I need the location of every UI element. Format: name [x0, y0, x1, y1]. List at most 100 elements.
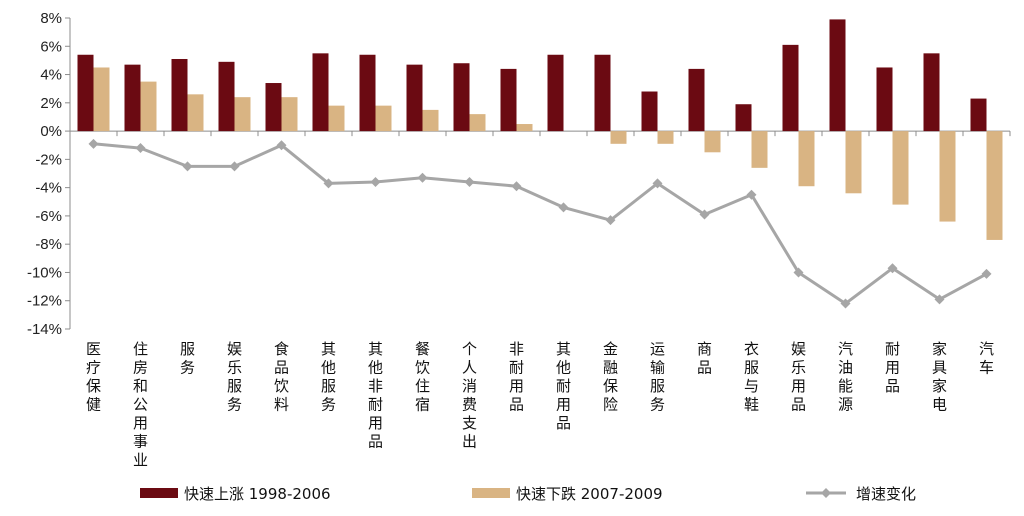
- y-tick-label: 4%: [40, 67, 62, 84]
- bar-fall: [751, 131, 768, 168]
- change-point: [840, 298, 851, 309]
- category-label: 餐饮住宿: [415, 340, 430, 414]
- change-point: [981, 268, 992, 279]
- legend-label-rise: 快速上涨 1998-2006: [184, 485, 331, 503]
- bar-rise: [265, 83, 282, 132]
- bar-rise: [171, 58, 188, 132]
- change-point: [652, 178, 663, 189]
- category-label: 个人消费支出: [462, 340, 477, 451]
- y-tick-label: -2%: [35, 151, 62, 168]
- category-label: 家具家电: [932, 340, 947, 414]
- bar-rise: [782, 44, 799, 132]
- bar-rise: [218, 61, 235, 132]
- bar-fall: [187, 94, 204, 132]
- change-point: [417, 172, 428, 183]
- change-point: [793, 267, 804, 278]
- change-point: [323, 178, 334, 189]
- change-point: [276, 140, 287, 151]
- bar-rise: [829, 19, 846, 132]
- bar-rise: [970, 98, 987, 132]
- category-label: 娱乐服务: [227, 340, 242, 414]
- bar-fall: [422, 109, 439, 132]
- legend-label-change: 增速变化: [856, 485, 916, 503]
- bar-rise: [735, 104, 752, 132]
- bar-rise: [547, 54, 564, 132]
- category-label: 其他非耐用品: [368, 340, 383, 451]
- bar-fall: [234, 97, 251, 132]
- bar-fall: [140, 81, 157, 132]
- bar-fall: [93, 67, 110, 132]
- change-point: [746, 189, 757, 200]
- change-point: [135, 143, 146, 154]
- change-line: [93, 142, 988, 306]
- bar-rise: [406, 64, 423, 132]
- bar-fall: [375, 105, 392, 132]
- category-labels: 医疗保健 住房和公用事业 服务 娱乐服务 食品饮料 其他服务 其他非耐用品 餐饮住宿 个人消费支…: [86, 340, 994, 469]
- bar-rise: [453, 63, 470, 132]
- change-point: [182, 161, 193, 172]
- axis-layer: 8% 6% 4% 2% 0% -2% -4% -6% -8% -10% -12% -14%: [27, 10, 1011, 338]
- y-tick-label: -10%: [27, 264, 62, 281]
- y-tick-label: -12%: [27, 293, 62, 310]
- category-label: 耐用品: [885, 340, 900, 395]
- category-label: 娱乐用品: [791, 340, 806, 414]
- y-tick-label: 0%: [40, 123, 62, 140]
- category-label: 其他服务: [321, 340, 336, 414]
- bars-layer: [77, 19, 1003, 240]
- bar-rise: [688, 68, 705, 132]
- category-label: 医疗保健: [86, 340, 101, 414]
- bar-fall: [657, 131, 674, 144]
- category-label: 服务: [180, 340, 195, 377]
- category-label: 商品: [697, 340, 712, 377]
- change-point: [88, 138, 99, 149]
- y-tick-label: -14%: [27, 321, 62, 338]
- bar-fall: [892, 131, 909, 205]
- bar-fall: [516, 124, 533, 132]
- y-tick-label: 6%: [40, 38, 62, 55]
- category-label: 汽油能源: [838, 340, 853, 414]
- change-point: [699, 209, 710, 220]
- bar-fall: [328, 105, 345, 132]
- category-label: 运输服务: [650, 340, 665, 414]
- bar-fall: [469, 114, 486, 132]
- bar-rise: [500, 68, 517, 132]
- legend-swatch-fall: [472, 488, 510, 498]
- category-label: 其他耐用品: [556, 340, 571, 432]
- bar-rise: [923, 53, 940, 132]
- legend-swatch-rise: [140, 488, 178, 498]
- change-point: [370, 176, 381, 187]
- category-label: 汽车: [979, 340, 994, 377]
- y-tick-label: 2%: [40, 95, 62, 112]
- bar-fall: [845, 131, 862, 194]
- bar-rise: [77, 54, 94, 132]
- change-point: [934, 294, 945, 305]
- bar-fall: [610, 131, 627, 144]
- change-point: [605, 215, 616, 226]
- bar-fall: [704, 131, 721, 153]
- bar-rise: [641, 91, 658, 132]
- bar-rise: [124, 64, 141, 132]
- y-tick-label: -8%: [35, 236, 62, 253]
- y-tick-label: -6%: [35, 208, 62, 225]
- bar-fall: [798, 131, 815, 187]
- category-label: 衣服与鞋: [744, 340, 759, 414]
- change-point: [229, 161, 240, 172]
- change-point: [887, 263, 898, 274]
- legend: 快速上涨 1998-2006 快速下跌 2007-2009 增速变化: [140, 485, 916, 503]
- bar-rise: [312, 53, 329, 132]
- bar-rise: [359, 54, 376, 132]
- bar-rise: [594, 54, 611, 132]
- y-tick-label: -4%: [35, 180, 62, 197]
- line-layer: [88, 138, 992, 309]
- bar-rise: [876, 67, 893, 132]
- category-label: 非耐用品: [509, 340, 524, 414]
- change-point: [464, 176, 475, 187]
- bar-fall: [281, 97, 298, 132]
- legend-swatch-change-marker: [821, 488, 831, 498]
- category-label: 住房和公用事业: [133, 340, 148, 469]
- change-point: [558, 202, 569, 213]
- category-label: 金融保险: [603, 340, 618, 414]
- bar-fall: [939, 131, 956, 222]
- y-tick-label: 8%: [40, 10, 62, 27]
